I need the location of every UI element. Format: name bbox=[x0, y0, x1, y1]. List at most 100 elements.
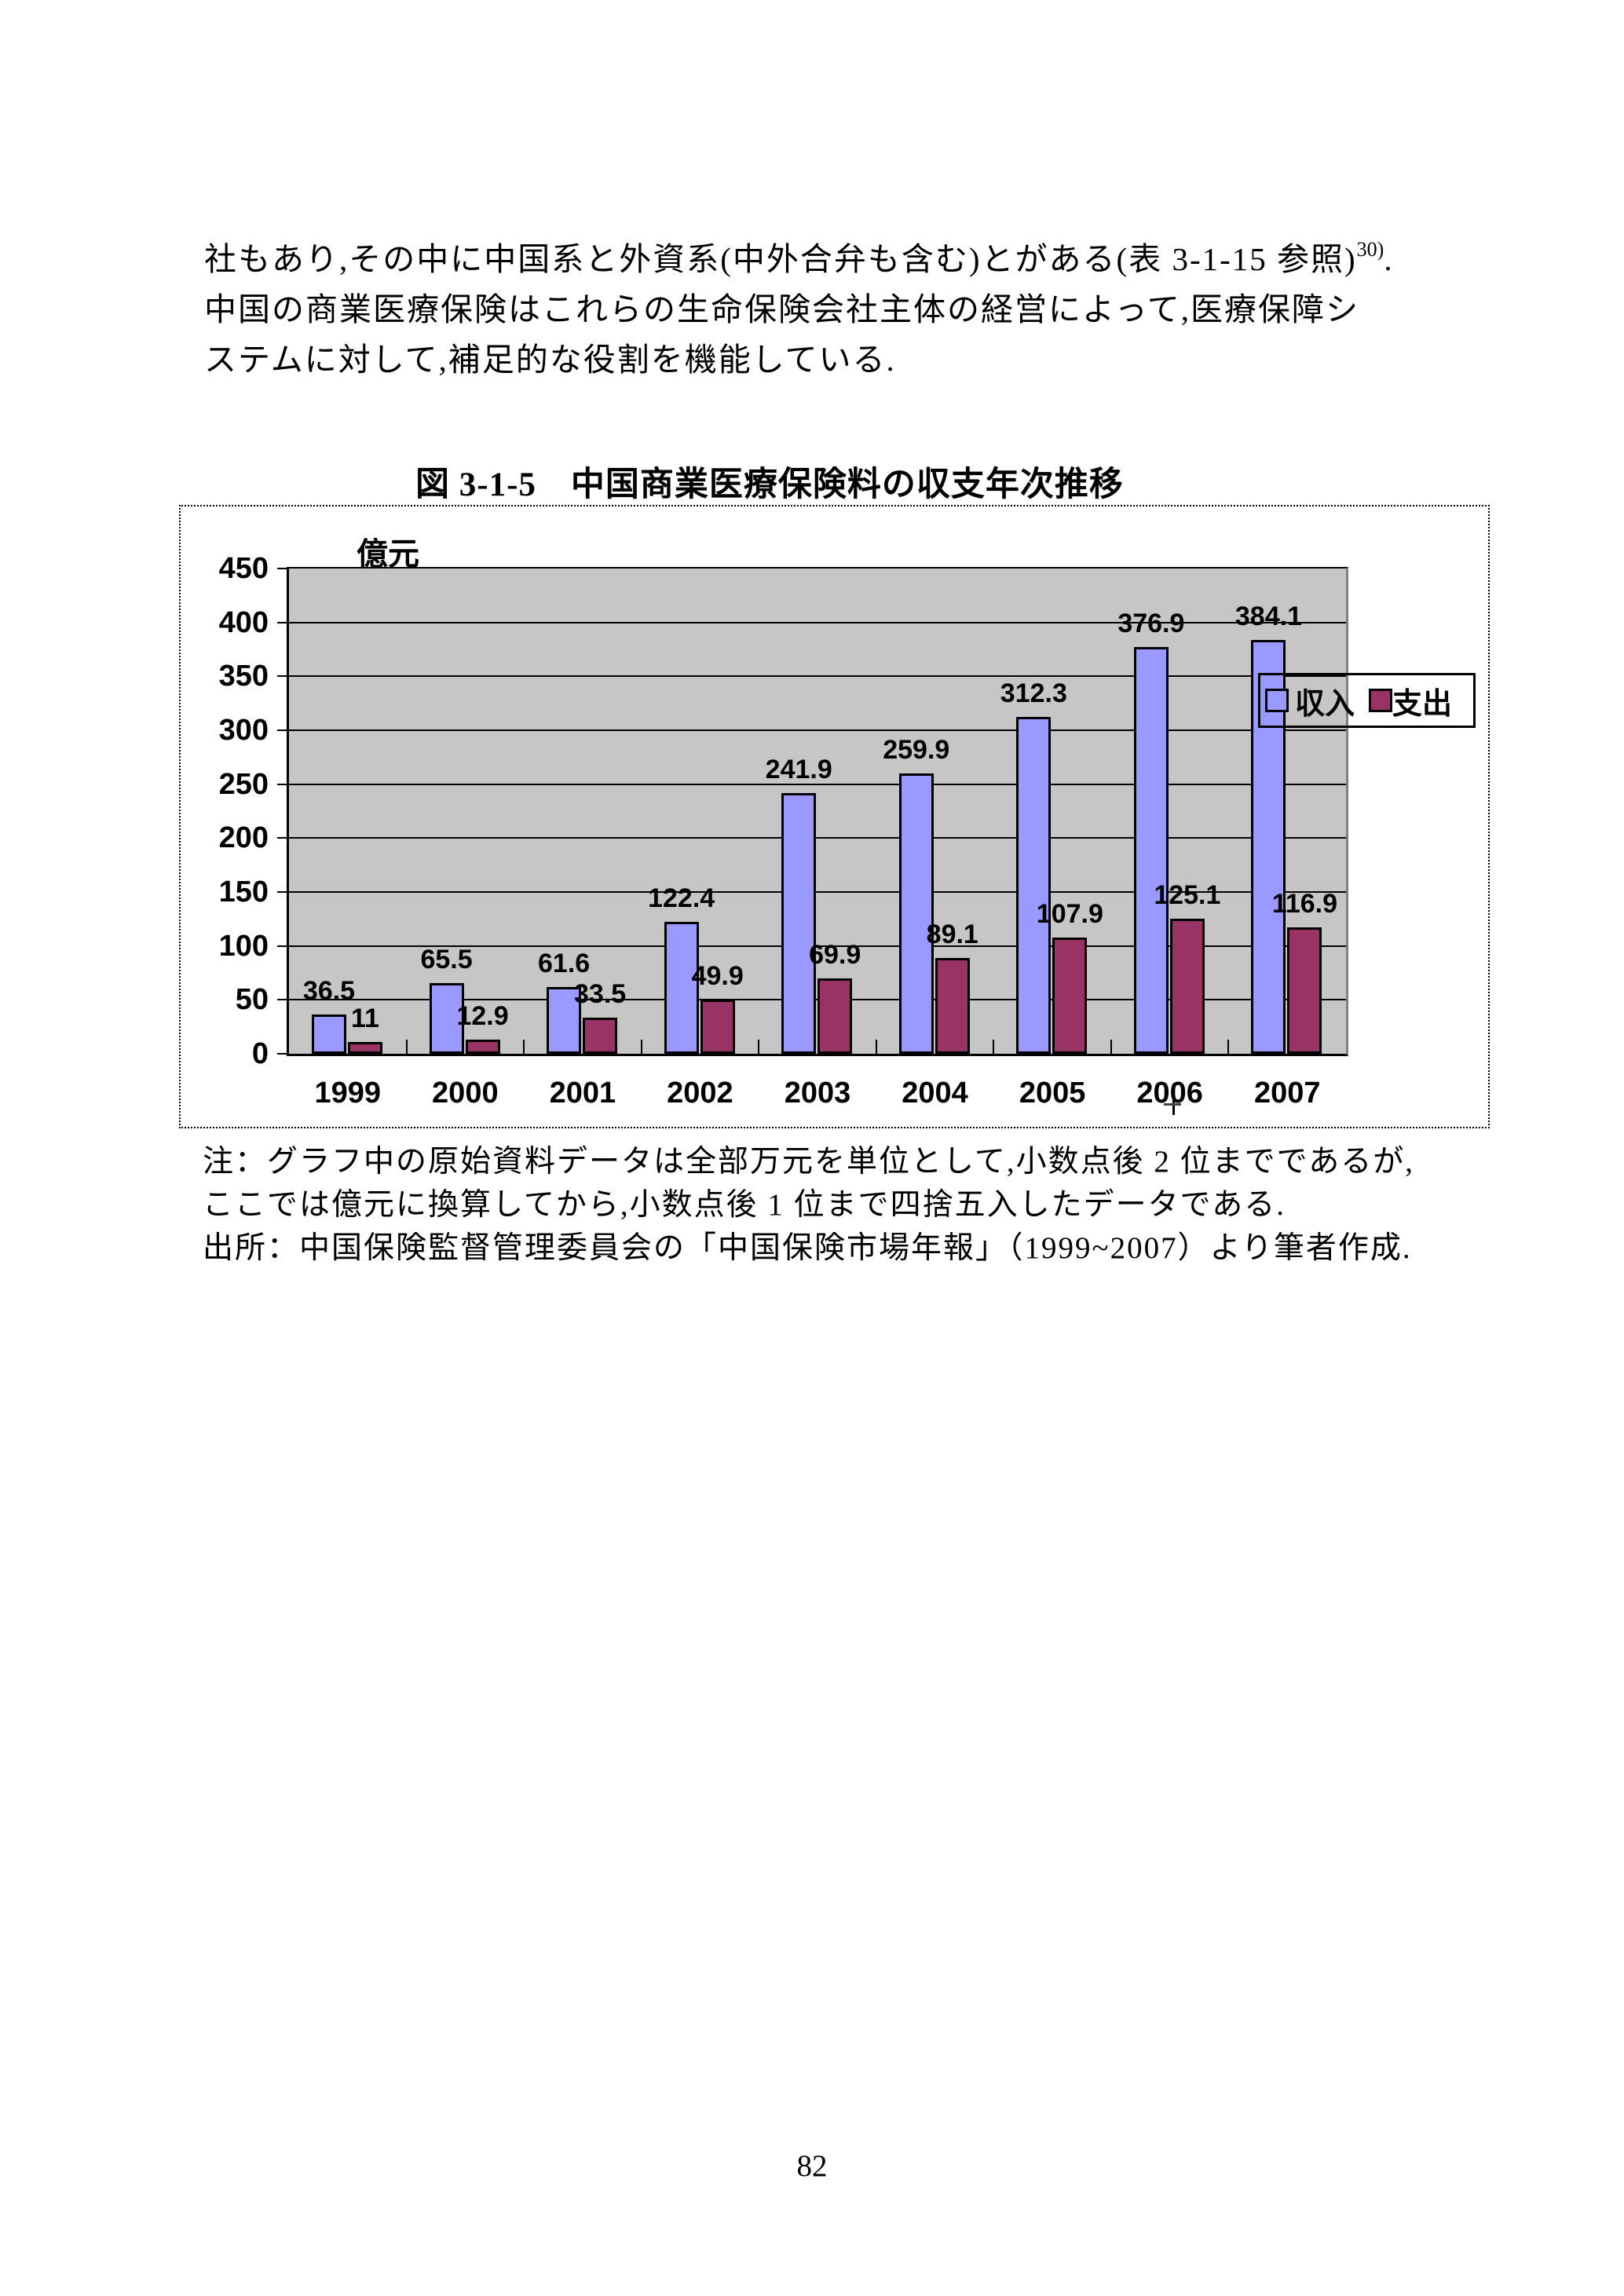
x-axis-label-2001: 2001 bbox=[549, 1077, 616, 1110]
bar-収入-2000 bbox=[429, 983, 464, 1054]
data-label-支出-2004: 89.1 bbox=[926, 919, 978, 949]
chart-note-line-2: ここでは億元に換算してから,小数点後 1 位まで四捨五入したデータである. bbox=[203, 1188, 1286, 1222]
bar-収入-2002 bbox=[664, 922, 699, 1054]
data-label-支出-2007: 116.9 bbox=[1271, 889, 1338, 919]
bar-支出-2004 bbox=[935, 958, 970, 1054]
data-label-支出-2001: 33.5 bbox=[574, 979, 627, 1009]
bar-支出-2006 bbox=[1169, 919, 1205, 1054]
text-cursor-artifact-bar bbox=[1164, 1103, 1181, 1106]
paragraph-line-2: 中国の商業医療保険はこれらの生命保険会社主体の経営によって,医療保障シ bbox=[204, 291, 1359, 327]
footnote-reference-superscript: 30) bbox=[1356, 238, 1384, 261]
figure-caption: 図 3-1-5 中国商業医療保険料の収支年次推移 bbox=[415, 466, 1124, 503]
y-axis-tick-250 bbox=[277, 783, 288, 785]
y-axis-tick-350 bbox=[277, 675, 288, 678]
y-axis-tick-150 bbox=[277, 891, 288, 893]
bar-収入-2003 bbox=[781, 793, 817, 1054]
data-label-支出-2002: 49.9 bbox=[691, 961, 744, 991]
gridline-300 bbox=[289, 729, 1346, 731]
y-axis-label-150: 150 bbox=[218, 876, 269, 909]
bar-支出-2005 bbox=[1052, 938, 1088, 1054]
chart-note-line-1: 注：グラフ中の原始資料データは全部万元を単位として,小数点後 2 位までであるが… bbox=[203, 1145, 1414, 1179]
y-axis-label-250: 250 bbox=[218, 767, 269, 801]
bar-支出-2007 bbox=[1287, 927, 1322, 1054]
y-axis-label-50: 50 bbox=[235, 983, 269, 1017]
data-label-収入-2000: 65.5 bbox=[420, 945, 473, 974]
gridline-250 bbox=[289, 783, 1346, 785]
y-axis-label-300: 300 bbox=[218, 714, 269, 747]
gridline-100 bbox=[289, 945, 1346, 947]
bar-支出-1999 bbox=[348, 1042, 382, 1054]
chart-source-line: 出所：中国保険監督管理委員会の「中国保険市場年報」（1999~2007）より筆者… bbox=[203, 1231, 1412, 1265]
bar-収入-1999 bbox=[312, 1015, 346, 1054]
page-number: 82 bbox=[796, 2149, 828, 2183]
data-label-収入-2003: 241.9 bbox=[765, 755, 832, 784]
y-axis-tick-100 bbox=[277, 945, 288, 947]
x-axis-tick-6 bbox=[993, 1040, 995, 1054]
x-axis-tick-4 bbox=[758, 1040, 760, 1054]
y-axis-tick-0 bbox=[277, 1053, 288, 1055]
x-axis-label-2004: 2004 bbox=[902, 1077, 968, 1110]
x-axis-tick-3 bbox=[640, 1040, 642, 1054]
legend-income-label: 収入 bbox=[1295, 687, 1355, 721]
x-axis-tick-7 bbox=[1110, 1040, 1112, 1054]
bar-支出-2003 bbox=[817, 978, 853, 1054]
bar-収入-2005 bbox=[1016, 717, 1052, 1054]
y-axis-tick-400 bbox=[277, 621, 288, 623]
x-axis-tick-1 bbox=[405, 1040, 408, 1054]
bar-支出-2002 bbox=[700, 1000, 735, 1054]
data-label-支出-2006: 125.1 bbox=[1154, 880, 1221, 910]
bar-支出-2000 bbox=[465, 1040, 500, 1054]
gridline-350 bbox=[289, 675, 1346, 678]
paragraph-line-1: 社もあり,その中に中国系と外資系(中外合弁も含む)とがある(表 3-1-15 参… bbox=[204, 232, 1394, 280]
paragraph-line-1-text: 社もあり,その中に中国系と外資系(中外合弁も含む)とがある(表 3-1-15 参… bbox=[204, 241, 1357, 277]
data-label-収入-1999: 36.5 bbox=[302, 976, 356, 1006]
x-axis-label-2007: 2007 bbox=[1253, 1077, 1321, 1110]
gridline-200 bbox=[289, 837, 1346, 839]
bar-収入-2001 bbox=[547, 987, 582, 1054]
y-axis-tick-450 bbox=[277, 568, 288, 569]
y-axis-tick-200 bbox=[277, 837, 288, 839]
text-cursor-artifact bbox=[1172, 1084, 1175, 1115]
data-label-支出-2003: 69.9 bbox=[809, 940, 861, 970]
bar-収入-2006 bbox=[1133, 647, 1169, 1054]
data-label-支出-2000: 12.9 bbox=[456, 1001, 509, 1031]
chart-figure: 億元 450 400 350 300 250 200 150 100 50 0 1999 2000 20… bbox=[179, 505, 1490, 1128]
y-axis-label-0: 0 bbox=[251, 1037, 269, 1070]
y-axis-label-100: 100 bbox=[218, 929, 269, 963]
gridline-50 bbox=[289, 999, 1346, 1001]
y-axis-label-400: 400 bbox=[218, 605, 269, 639]
data-label-収入-2002: 122.4 bbox=[648, 883, 715, 913]
legend-expense-label: 支出 bbox=[1392, 687, 1453, 721]
legend-expense-swatch bbox=[1369, 689, 1393, 712]
legend-income-swatch bbox=[1265, 689, 1289, 712]
bar-支出-2001 bbox=[583, 1018, 618, 1054]
x-axis-label-2003: 2003 bbox=[784, 1077, 851, 1110]
data-label-収入-2001: 61.6 bbox=[538, 949, 591, 978]
x-axis-tick-5 bbox=[875, 1040, 877, 1054]
y-axis-label-200: 200 bbox=[218, 821, 269, 855]
chart-legend: 収入 支出 bbox=[1258, 673, 1476, 728]
x-axis-tick-2 bbox=[523, 1040, 525, 1054]
x-axis-label-2000: 2000 bbox=[432, 1077, 499, 1110]
y-axis-tick-50 bbox=[277, 999, 288, 1001]
paragraph-line-3: ステムに対して,補足的な役割を機能している. bbox=[204, 342, 896, 378]
data-label-支出-1999: 11 bbox=[351, 1004, 379, 1033]
data-label-収入-2007: 384.1 bbox=[1234, 601, 1302, 631]
data-label-支出-2005: 107.9 bbox=[1036, 899, 1103, 929]
data-label-収入-2005: 312.3 bbox=[1000, 678, 1067, 708]
x-axis-label-2005: 2005 bbox=[1019, 1077, 1086, 1110]
paragraph-line-1-period: . bbox=[1384, 241, 1394, 277]
x-axis-label-1999: 1999 bbox=[314, 1077, 382, 1110]
y-axis-tick-300 bbox=[277, 729, 288, 731]
y-axis-label-450: 450 bbox=[218, 552, 269, 585]
y-axis-unit-label: 億元 bbox=[357, 537, 419, 572]
y-axis-label-350: 350 bbox=[218, 660, 269, 693]
gridline-150 bbox=[289, 891, 1346, 893]
gridline-400 bbox=[289, 621, 1346, 623]
x-axis-tick-8 bbox=[1227, 1040, 1230, 1054]
data-label-収入-2006: 376.9 bbox=[1117, 609, 1185, 638]
x-axis-label-2002: 2002 bbox=[667, 1077, 733, 1110]
data-label-収入-2004: 259.9 bbox=[883, 735, 950, 765]
bar-収入-2004 bbox=[898, 773, 934, 1054]
